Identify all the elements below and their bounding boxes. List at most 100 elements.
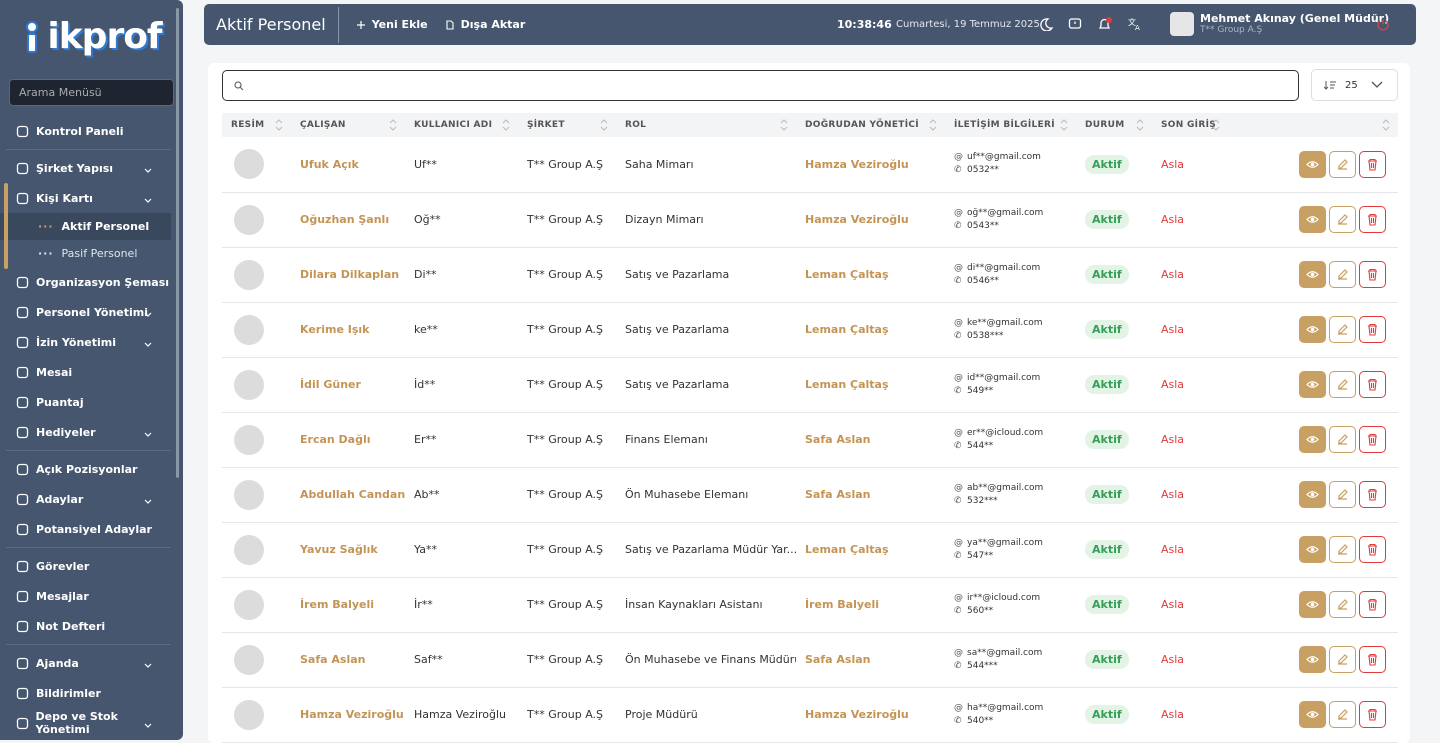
notification-icon[interactable] [1097,17,1113,33]
column-header[interactable]: ÇALIŞAN [291,113,405,137]
delete-button[interactable] [1359,591,1386,618]
column-header[interactable]: DURUM [1076,113,1152,137]
employee-name[interactable]: Ercan Dağlı [291,412,405,468]
menu-item[interactable]: Depo ve Stok Yönetimi [0,708,171,738]
employee-name[interactable]: Yavuz Sağlık [291,522,405,578]
view-button[interactable] [1299,150,1326,178]
view-button[interactable] [1299,426,1326,453]
delete-button[interactable] [1359,536,1386,563]
chevron-wrap [144,194,159,207]
edit-button[interactable] [1329,206,1356,233]
manager[interactable]: Hamza Veziroğlu [796,687,945,743]
edit-button[interactable] [1329,481,1356,508]
view-button[interactable] [1299,261,1326,288]
feedback-icon[interactable] [1068,17,1082,31]
cell [222,632,291,688]
delete-button[interactable] [1359,261,1386,288]
menu-item[interactable]: Mesai [0,357,171,387]
menu-item[interactable]: Kontrol Paneli [0,116,171,146]
view-button[interactable] [1299,591,1326,618]
menu-icon [16,306,29,318]
logout-icon[interactable] [1376,17,1390,31]
menu-item[interactable]: Şirket Yapısı [0,153,171,183]
edit-button[interactable] [1329,701,1356,728]
menu-item[interactable]: Görevler [0,551,171,581]
edit-button[interactable] [1329,150,1356,178]
manager[interactable]: Leman Çaltaş [796,247,945,303]
menu-item[interactable]: Bildirimler [0,678,171,708]
manager[interactable]: Hamza Veziroğlu [796,192,945,248]
edit-button[interactable] [1329,316,1356,343]
menu-item[interactable]: Personel Yönetimi [0,297,171,327]
user-menu[interactable]: Mehmet Akınay (Genel Müdür) T** Group A.… [1170,12,1389,36]
employee-name[interactable]: İdil Güner [291,357,405,413]
manager[interactable]: Hamza Veziroğlu [796,137,945,193]
employee-name[interactable]: Ufuk Açık [291,137,405,193]
header-action[interactable]: Yeni Ekle [356,18,428,31]
delete-button[interactable] [1359,206,1386,233]
column-header[interactable]: SON GİRİŞ [1152,113,1228,137]
column-header[interactable]: DOĞRUDAN YÖNETİCİ [796,113,945,137]
delete-button[interactable] [1359,646,1386,673]
edit-button[interactable] [1329,426,1356,453]
table-search[interactable] [222,70,1299,101]
delete-button[interactable] [1359,371,1386,398]
menu-item[interactable]: Organizasyon Şeması [0,267,171,297]
menu-item[interactable]: Adaylar [0,484,171,514]
manager[interactable]: Safa Aslan [796,632,945,688]
delete-button[interactable] [1359,701,1386,728]
edit-button[interactable] [1329,371,1356,398]
theme-toggle[interactable] [1039,17,1053,31]
view-button[interactable] [1299,481,1326,508]
column-header[interactable]: ŞİRKET [518,113,616,137]
delete-button[interactable] [1359,426,1386,453]
delete-button[interactable] [1359,150,1386,178]
employee-name[interactable]: Abdullah Candan [291,467,405,523]
menu-item[interactable]: Puantaj [0,387,171,417]
menu-item[interactable]: Potansiyel Adaylar [0,514,171,544]
edit-button[interactable] [1329,646,1356,673]
edit-button[interactable] [1329,261,1356,288]
employee-name[interactable]: Oğuzhan Şanlı [291,192,405,248]
menu-item[interactable]: Açık Pozisyonlar [0,454,171,484]
header-action[interactable]: Dışa Aktar [445,18,525,31]
manager[interactable]: Leman Çaltaş [796,302,945,358]
employee-name[interactable]: Hamza Veziroğlu [291,687,405,743]
menu-item[interactable]: Ajanda [0,648,171,678]
menu-search[interactable]: Arama Menüsü [9,79,174,106]
column-header[interactable]: RESİM [222,113,291,137]
edit-button[interactable] [1329,591,1356,618]
column-header[interactable]: İLETİŞİM BİLGİLERİ [945,113,1076,137]
menu-item[interactable]: İzin Yönetimi [0,327,171,357]
column-header[interactable]: KULLANICI ADI [405,113,518,137]
phone: 0546** [967,275,999,286]
header-action-label: Yeni Ekle [371,18,428,31]
manager[interactable]: Leman Çaltaş [796,357,945,413]
manager[interactable]: Safa Aslan [796,412,945,468]
menu-item[interactable]: Hediyeler [0,417,171,447]
menu-item[interactable]: Not Defteri [0,611,171,641]
delete-button[interactable] [1359,481,1386,508]
view-button[interactable] [1299,536,1326,563]
menu-item[interactable]: Kişi Kartı [0,183,171,269]
employee-name[interactable]: Kerime Işık [291,302,405,358]
column-header[interactable]: ROL [616,113,796,137]
submenu-item[interactable]: ··· Pasif Personel [0,240,171,267]
employee-name[interactable]: İrem Balyeli [291,577,405,633]
manager[interactable]: Leman Çaltaş [796,522,945,578]
view-button[interactable] [1299,206,1326,233]
menu-item[interactable]: Mesajlar [0,581,171,611]
employee-name[interactable]: Dilara Dilkaplan [291,247,405,303]
manager[interactable]: Safa Aslan [796,467,945,523]
submenu-item[interactable]: ··· Aktif Personel [0,213,171,240]
view-button[interactable] [1299,371,1326,398]
employee-name[interactable]: Safa Aslan [291,632,405,688]
delete-button[interactable] [1359,316,1386,343]
page-size-select[interactable]: 25 [1311,69,1398,101]
language-icon[interactable]: 文A [1128,17,1142,31]
edit-button[interactable] [1329,536,1356,563]
view-button[interactable] [1299,316,1326,343]
manager[interactable]: İrem Balyeli [796,577,945,633]
view-button[interactable] [1299,701,1326,728]
view-button[interactable] [1299,646,1326,673]
